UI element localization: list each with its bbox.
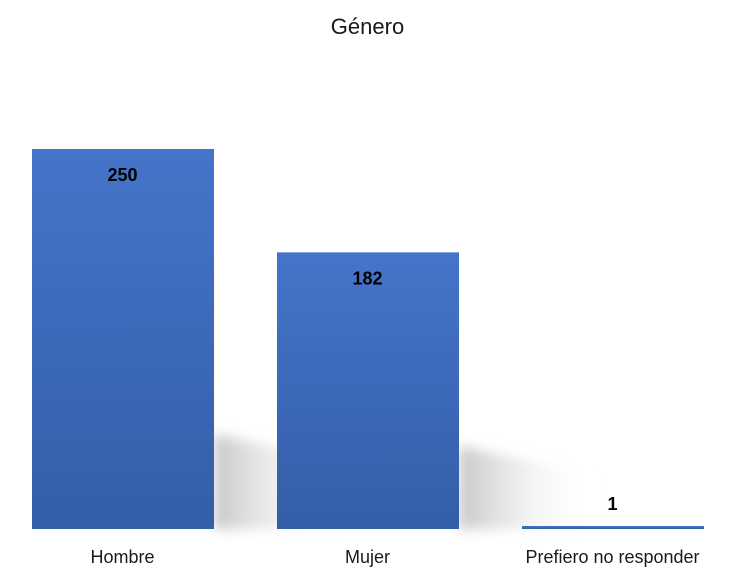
data-label: 182 [352, 268, 382, 288]
bar-hombre [32, 149, 214, 529]
data-label: 250 [107, 165, 137, 185]
category-label: Prefiero no responder [525, 547, 699, 567]
data-label: 1 [607, 494, 617, 514]
bar-prefiero-no-responder [522, 526, 704, 529]
category-label: Hombre [90, 547, 154, 567]
chart-title: Género [330, 14, 405, 39]
category-label: Mujer [345, 547, 390, 567]
bar-mujer [277, 252, 459, 530]
bar-shadow [459, 446, 596, 529]
